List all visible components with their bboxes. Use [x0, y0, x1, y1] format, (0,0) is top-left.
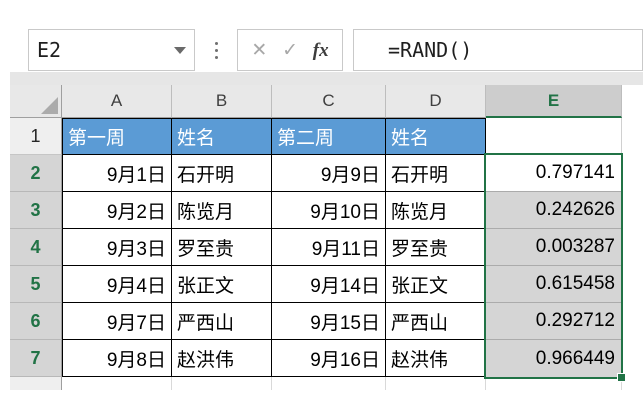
row-5: 5 9月4日 张正文 9月14日 张正文 0.615458: [10, 266, 622, 303]
formula-input[interactable]: =RAND(): [353, 29, 643, 71]
column-header-d[interactable]: D: [386, 85, 486, 118]
cell-e1[interactable]: [486, 118, 622, 155]
cell-b7[interactable]: 赵洪伟: [172, 340, 272, 377]
cell-d5[interactable]: 张正文: [386, 266, 486, 303]
cell-e4[interactable]: 0.003287: [486, 229, 622, 266]
name-box-dropdown-icon[interactable]: [174, 46, 186, 54]
formula-bar-drag-handle[interactable]: [205, 29, 227, 71]
cell-b4[interactable]: 罗至贵: [172, 229, 272, 266]
cell-c6[interactable]: 9月15日: [272, 303, 386, 340]
cell-e5[interactable]: 0.615458: [486, 266, 622, 303]
cell-a5[interactable]: 9月4日: [62, 266, 172, 303]
column-header-a[interactable]: A: [62, 85, 172, 118]
cell-c7[interactable]: 9月16日: [272, 340, 386, 377]
cell-a4[interactable]: 9月3日: [62, 229, 172, 266]
cell-d1[interactable]: 姓名: [386, 118, 486, 155]
select-all-triangle-icon: [41, 97, 58, 114]
enter-icon[interactable]: ✓: [282, 39, 298, 61]
cell-a2[interactable]: 9月1日: [62, 155, 172, 192]
cell-d4[interactable]: 罗至贵: [386, 229, 486, 266]
cell-e3[interactable]: 0.242626: [486, 192, 622, 229]
cell-a7[interactable]: 9月8日: [62, 340, 172, 377]
cell-c1[interactable]: 第二周: [272, 118, 386, 155]
cell-e8[interactable]: [486, 377, 622, 390]
cell-reference: E2: [37, 38, 62, 62]
cell-e2-active[interactable]: 0.797141: [486, 155, 622, 192]
cell-b8[interactable]: [172, 377, 272, 390]
cell-b1[interactable]: 姓名: [172, 118, 272, 155]
row-8-partial: [10, 377, 622, 390]
row-header-2[interactable]: 2: [10, 155, 62, 192]
row-3: 3 9月2日 陈览月 9月10日 陈览月 0.242626: [10, 192, 622, 229]
column-header-b[interactable]: B: [172, 85, 272, 118]
cell-a1[interactable]: 第一周: [62, 118, 172, 155]
row-header-3[interactable]: 3: [10, 192, 62, 229]
cell-b5[interactable]: 张正文: [172, 266, 272, 303]
cell-c2[interactable]: 9月9日: [272, 155, 386, 192]
cell-a8[interactable]: [62, 377, 172, 390]
select-all-corner[interactable]: [10, 85, 62, 118]
row-header-8[interactable]: [10, 377, 62, 390]
row-header-5[interactable]: 5: [10, 266, 62, 303]
cell-a3[interactable]: 9月2日: [62, 192, 172, 229]
cell-c8[interactable]: [272, 377, 386, 390]
fill-handle[interactable]: [617, 373, 626, 382]
row-header-6[interactable]: 6: [10, 303, 62, 340]
cell-d7[interactable]: 赵洪伟: [386, 340, 486, 377]
cell-c4[interactable]: 9月11日: [272, 229, 386, 266]
cell-d3[interactable]: 陈览月: [386, 192, 486, 229]
cell-b2[interactable]: 石开明: [172, 155, 272, 192]
column-header-e[interactable]: E: [486, 85, 622, 118]
cell-e6[interactable]: 0.292712: [486, 303, 622, 340]
row-header-7[interactable]: 7: [10, 340, 62, 377]
cell-a6[interactable]: 9月7日: [62, 303, 172, 340]
name-box[interactable]: E2: [28, 29, 195, 71]
insert-function-icon[interactable]: fx: [312, 39, 329, 61]
row-2: 2 9月1日 石开明 9月9日 石开明 0.797141: [10, 155, 622, 192]
cell-e7[interactable]: 0.966449: [486, 340, 622, 377]
row-header-4[interactable]: 4: [10, 229, 62, 266]
column-header-row: A B C D E: [10, 85, 622, 118]
spreadsheet-grid: A B C D E 1 第一周 姓名 第二周 姓名 2 9月1日 石开明 9月9…: [10, 85, 626, 390]
formula-bar-divider: [10, 72, 643, 85]
row-6: 6 9月7日 严西山 9月15日 严西山 0.292712: [10, 303, 622, 340]
row-header-1[interactable]: 1: [10, 118, 62, 155]
cell-c3[interactable]: 9月10日: [272, 192, 386, 229]
cell-d8[interactable]: [386, 377, 486, 390]
cancel-icon[interactable]: ✕: [251, 39, 268, 61]
cell-b6[interactable]: 严西山: [172, 303, 272, 340]
formula-bar-buttons: ✕ ✓ fx: [237, 29, 343, 71]
column-header-c[interactable]: C: [272, 85, 386, 118]
cell-d2[interactable]: 石开明: [386, 155, 486, 192]
cell-c5[interactable]: 9月14日: [272, 266, 386, 303]
formula-text: =RAND(): [388, 38, 473, 62]
row-4: 4 9月3日 罗至贵 9月11日 罗至贵 0.003287: [10, 229, 622, 266]
cell-b3[interactable]: 陈览月: [172, 192, 272, 229]
cell-d6[interactable]: 严西山: [386, 303, 486, 340]
row-7: 7 9月8日 赵洪伟 9月16日 赵洪伟 0.966449: [10, 340, 622, 377]
row-1: 1 第一周 姓名 第二周 姓名: [10, 118, 622, 155]
